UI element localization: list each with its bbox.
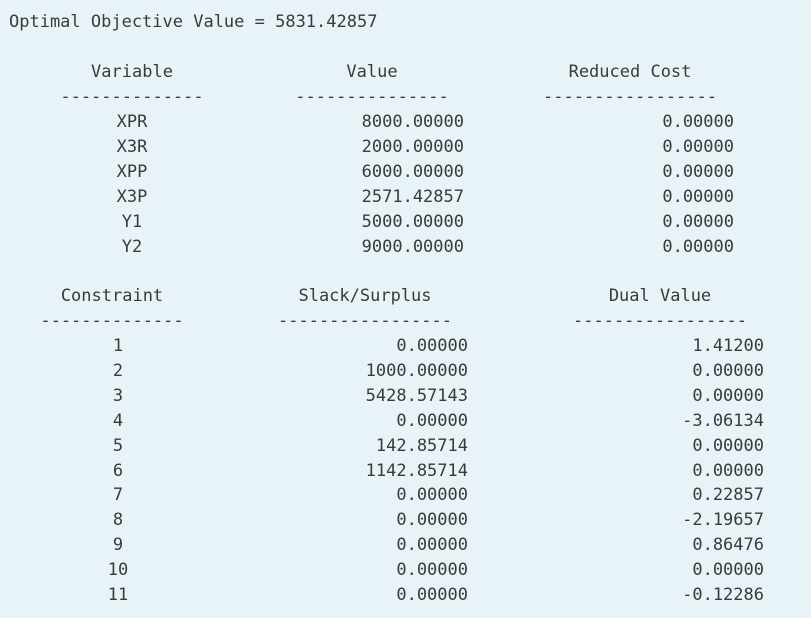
variable-name-cell: X3P bbox=[116, 187, 148, 207]
slack-surplus-cell: 0.00000 bbox=[396, 510, 468, 531]
reduced-cost-cell: 0.00000 bbox=[662, 112, 734, 132]
value-column-divider: --------------- bbox=[295, 87, 449, 107]
slack-surplus-cell: 0.00000 bbox=[396, 336, 468, 356]
variable-name-cell: XPR bbox=[116, 112, 148, 132]
slack-surplus-cell: 0.00000 bbox=[396, 485, 468, 506]
reduced-cost-cell: 0.00000 bbox=[662, 162, 734, 182]
constraint-number-cell: 9 bbox=[112, 535, 124, 556]
variable-value-cell: 5000.00000 bbox=[361, 212, 464, 232]
reduced-cost-cell: 0.00000 bbox=[662, 212, 734, 232]
dual-value-cell: -3.06134 bbox=[682, 410, 764, 431]
objective-value-line: Optimal Objective Value = 5831.42857 bbox=[9, 12, 378, 32]
constraint-number-cell: 3 bbox=[112, 385, 124, 406]
dual-value-cell: 0.86476 bbox=[692, 535, 764, 556]
constraint-number-cell: 6 bbox=[112, 460, 124, 481]
variable-column-divider: -------------- bbox=[60, 87, 204, 107]
constraint-column-header: Constraint bbox=[60, 286, 164, 306]
constraint-column-divider: -------------- bbox=[40, 311, 184, 331]
slack-surplus-cell: 0.00000 bbox=[396, 560, 468, 581]
constraint-number-cell: 1 bbox=[112, 336, 124, 356]
slack-surplus-cell: 142.85714 bbox=[375, 435, 468, 456]
slack-surplus-cell: 0.00000 bbox=[396, 585, 468, 605]
constraint-number-cell: 7 bbox=[112, 485, 124, 506]
variable-name-cell: Y1 bbox=[121, 212, 143, 232]
reduced-cost-cell: 0.00000 bbox=[662, 237, 734, 257]
dual-value-cell: 0.00000 bbox=[692, 435, 764, 456]
variable-value-cell: 2000.00000 bbox=[361, 137, 464, 157]
slack-surplus-cell: 1000.00000 bbox=[365, 360, 468, 381]
variable-column-header: Variable bbox=[91, 62, 173, 82]
variable-value-cell: 2571.42857 bbox=[361, 187, 464, 207]
slack-surplus-cell: 0.00000 bbox=[396, 535, 468, 556]
dual-value-cell: 0.00000 bbox=[692, 360, 764, 381]
reduced-cost-cell: 0.00000 bbox=[662, 137, 734, 157]
value-column-header: Value bbox=[346, 62, 398, 82]
dual-value-column-header: Dual Value bbox=[608, 286, 712, 306]
reduced-cost-column-divider: ----------------- bbox=[543, 87, 717, 107]
slack-surplus-column-divider: ----------------- bbox=[278, 311, 452, 331]
constraint-number-cell: 8 bbox=[112, 510, 124, 531]
constraint-number-cell: 5 bbox=[112, 435, 124, 456]
dual-value-cell: 0.00000 bbox=[692, 460, 764, 481]
reduced-cost-column-header: Reduced Cost bbox=[568, 62, 692, 82]
variable-name-cell: XPP bbox=[116, 162, 148, 182]
dual-value-cell: -2.19657 bbox=[682, 510, 764, 531]
dual-value-cell: 0.00000 bbox=[692, 385, 764, 406]
constraint-number-cell: 2 bbox=[112, 360, 124, 381]
variable-name-cell: Y2 bbox=[121, 237, 143, 257]
slack-surplus-cell: 5428.57143 bbox=[365, 385, 468, 406]
variable-name-cell: X3R bbox=[116, 137, 148, 157]
constraint-number-cell: 4 bbox=[112, 410, 124, 431]
variable-value-cell: 8000.00000 bbox=[361, 112, 464, 132]
reduced-cost-cell: 0.00000 bbox=[662, 187, 734, 207]
variable-value-cell: 9000.00000 bbox=[361, 237, 464, 257]
dual-value-column-divider: ----------------- bbox=[573, 311, 747, 331]
slack-surplus-cell: 0.00000 bbox=[396, 410, 468, 431]
variable-value-cell: 6000.00000 bbox=[361, 162, 464, 182]
dual-value-cell: 0.00000 bbox=[692, 560, 764, 581]
slack-surplus-cell: 1142.85714 bbox=[365, 460, 468, 481]
constraint-number-cell: 10 bbox=[107, 560, 129, 581]
dual-value-cell: 1.41200 bbox=[692, 336, 764, 356]
constraint-number-cell: 11 bbox=[107, 585, 129, 605]
dual-value-cell: 0.22857 bbox=[692, 485, 764, 506]
slack-surplus-column-header: Slack/Surplus bbox=[298, 286, 432, 306]
dual-value-cell: -0.12286 bbox=[682, 585, 764, 605]
